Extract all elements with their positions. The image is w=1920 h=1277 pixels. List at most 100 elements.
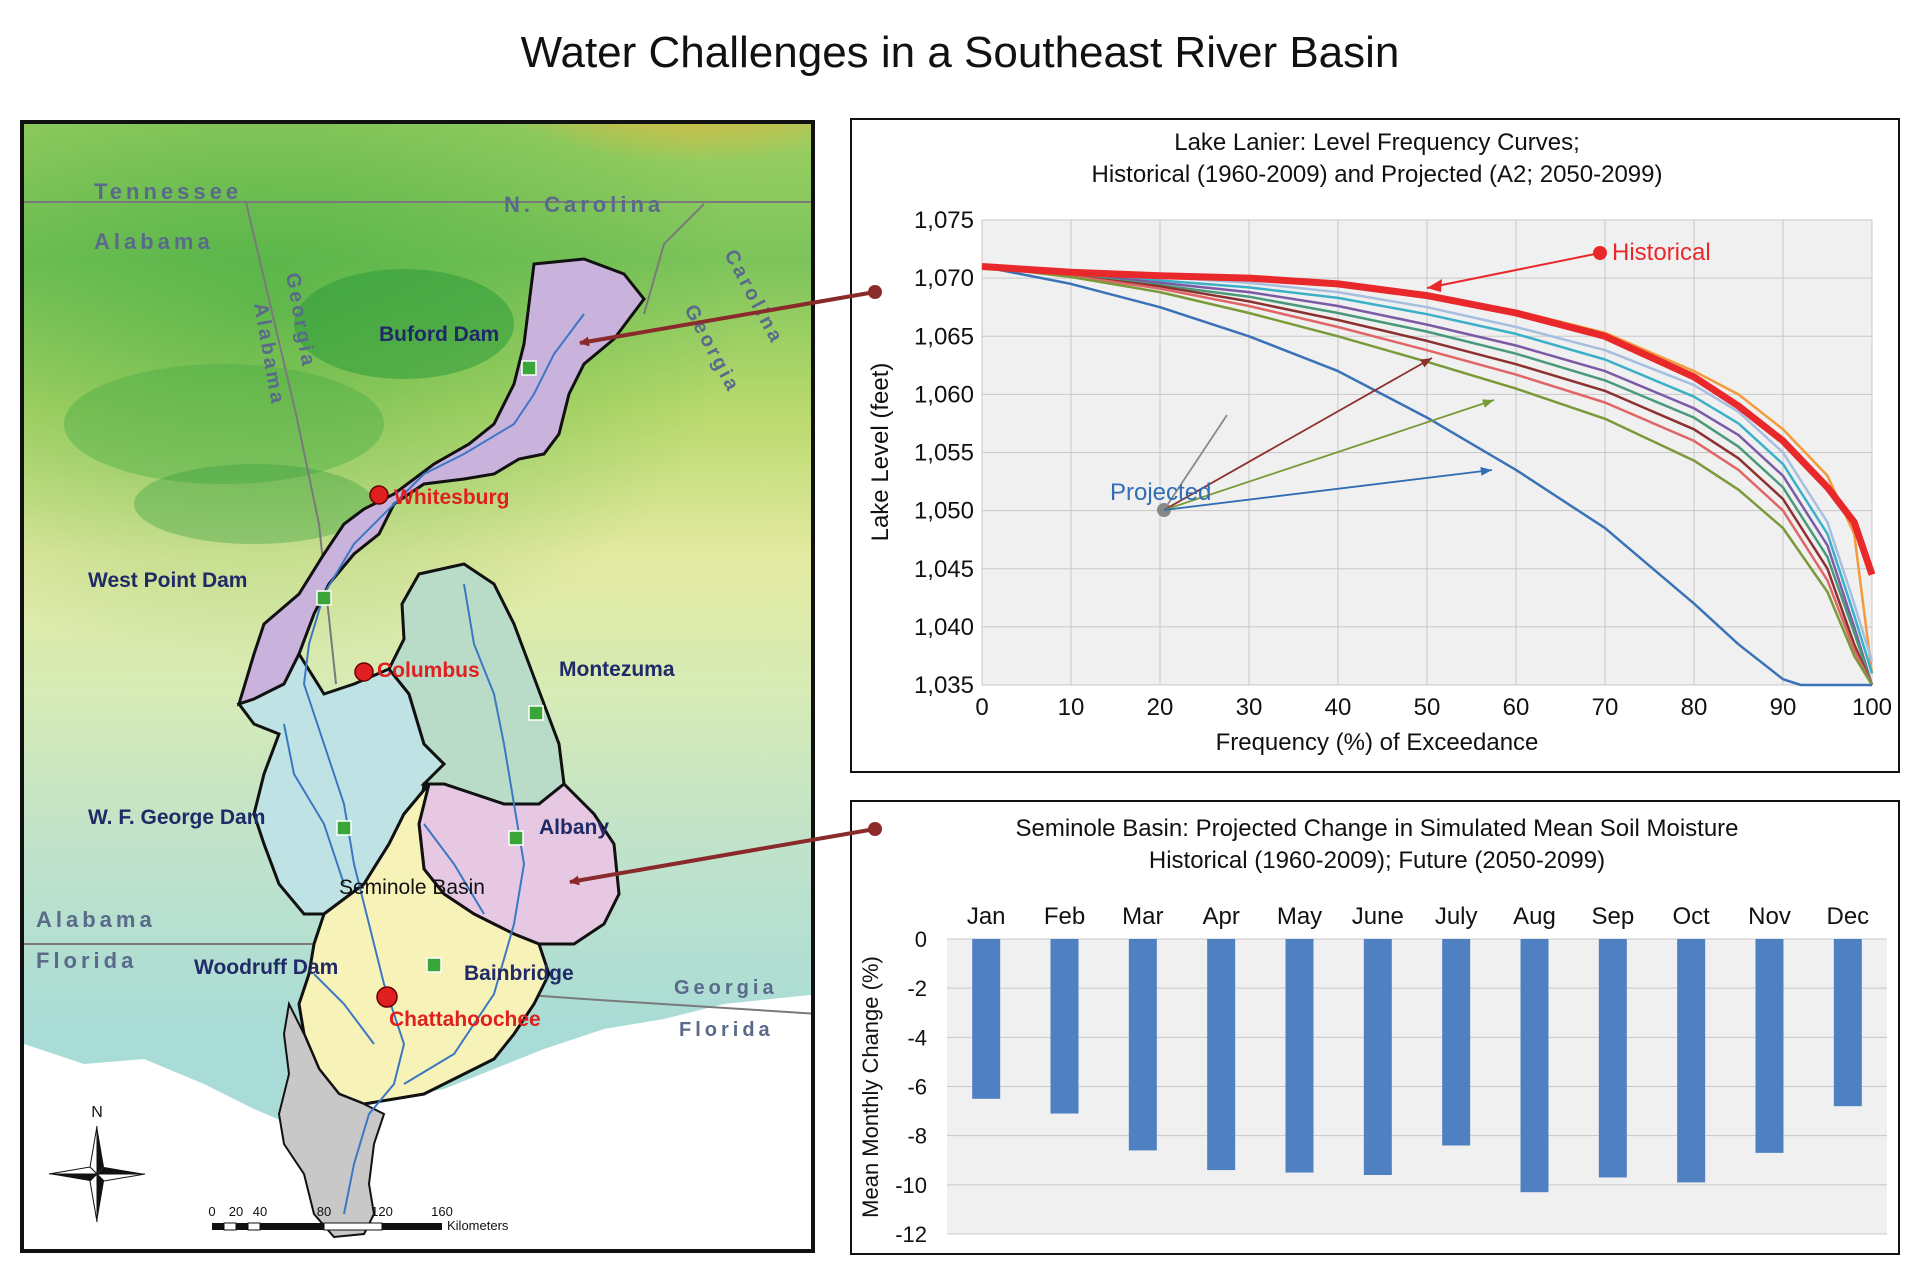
lanier-y-tick-label: 1,040 — [914, 614, 974, 641]
seminole-y-tick-label: -8 — [907, 1124, 927, 1149]
series-line-projected — [981, 265, 1874, 674]
seminole-category-label: June — [1352, 903, 1404, 930]
bar-july — [1442, 939, 1471, 1146]
seminole-panel: Seminole Basin: Projected Change in Simu… — [850, 800, 1900, 1255]
label-wf-george-dam: W. F. George Dam — [88, 806, 265, 829]
seminole-y-tick-label: -4 — [907, 1025, 927, 1050]
map-svg: Tennessee Alabama N. Carolina Carolina G… — [24, 124, 811, 1249]
seminole-category-label: Oct — [1672, 903, 1710, 930]
seminole-category-label: Mar — [1122, 903, 1163, 930]
lanier-x-tick-label: 0 — [975, 694, 988, 721]
bar-feb — [1050, 939, 1079, 1114]
label-whitesburg: Whitesburg — [394, 486, 510, 509]
lanier-y-tick-label: 1,055 — [914, 440, 974, 467]
lanier-x-tick-label: 70 — [1592, 694, 1619, 721]
main-title: Water Challenges in a Southeast River Ba… — [520, 28, 1400, 77]
annotation-arrow-projected — [1163, 399, 1495, 511]
annotation-arrow-projected — [1163, 414, 1228, 511]
lanier-y-tick-label: 1,045 — [914, 556, 974, 583]
lanier-x-tick-label: 80 — [1681, 694, 1708, 721]
lanier-y-tick-label: 1,065 — [914, 323, 974, 350]
scale-tick-label: 120 — [371, 1204, 393, 1219]
lanier-x-tick-label: 10 — [1058, 694, 1085, 721]
series-line-projected — [981, 265, 1872, 687]
seminole-category-label: Jan — [967, 903, 1006, 930]
bar-jan — [972, 939, 1001, 1099]
label-bainbridge: Bainbridge — [464, 962, 574, 985]
scale-tick-label: 160 — [431, 1204, 453, 1219]
series-line-projected — [981, 265, 1874, 686]
seminole-category-label: May — [1277, 903, 1322, 930]
label-west-point-dam: West Point Dam — [88, 569, 247, 592]
seminole-chart-subtitle: Historical (1960-2009); Future (2050-209… — [1149, 847, 1605, 874]
state-label-georgia-se: Georgia — [674, 977, 778, 999]
lanier-chart-title: Lake Lanier: Level Frequency Curves; — [1174, 129, 1580, 156]
seminole-category-label: Dec — [1826, 903, 1869, 930]
lanier-x-tick-label: 30 — [1236, 694, 1263, 721]
state-label-tennessee: Tennessee — [94, 179, 242, 204]
seminole-y-tick-label: -10 — [895, 1173, 927, 1198]
annotation-historical: Historical — [1612, 239, 1711, 266]
scale-tick-label: 40 — [253, 1204, 267, 1219]
lanier-x-tick-label: 60 — [1503, 694, 1530, 721]
lanier-y-tick-label: 1,070 — [914, 265, 974, 292]
bar-nov — [1755, 939, 1784, 1153]
scale-tick-label: 0 — [208, 1204, 215, 1219]
series-line-historical — [981, 263, 1876, 576]
gauge-marker-bainbridge — [426, 957, 442, 973]
label-buford-dam: Buford Dam — [379, 323, 499, 346]
bar-mar — [1128, 939, 1157, 1151]
scale-unit-label: Kilometers — [447, 1218, 509, 1233]
seminole-category-label: July — [1435, 903, 1478, 930]
lanier-x-tick-label: 100 — [1852, 694, 1892, 721]
seminole-category-label: Feb — [1044, 903, 1085, 930]
seminole-category-label: Nov — [1748, 903, 1791, 930]
gauge-marker-albany — [508, 830, 524, 846]
basin-map: Tennessee Alabama N. Carolina Carolina G… — [20, 120, 815, 1253]
annotation-arrow-projected — [1163, 357, 1433, 511]
lanier-chart-subtitle: Historical (1960-2009) and Projected (A2… — [1092, 161, 1663, 188]
state-label-alabama-top: Alabama — [94, 229, 214, 254]
seminole-y-tick-label: -6 — [907, 1075, 927, 1100]
annotation-projected: Projected — [1110, 479, 1211, 506]
lanier-y-axis-label: Lake Level (feet) — [867, 363, 894, 542]
seminole-y-tick-label: -12 — [895, 1222, 927, 1247]
lanier-y-tick-label: 1,060 — [914, 381, 974, 408]
annotation-arrow-historical — [1426, 252, 1601, 289]
bar-aug — [1520, 939, 1549, 1193]
seminole-chart-title: Seminole Basin: Projected Change in Simu… — [1015, 815, 1738, 842]
lanier-x-tick-label: 40 — [1325, 694, 1352, 721]
lanier-y-tick-label: 1,035 — [914, 672, 974, 699]
lanier-x-tick-label: 90 — [1770, 694, 1797, 721]
city-markers — [354, 485, 398, 1008]
lake-lanier-panel: Lake Lanier: Level Frequency Curves; His… — [850, 118, 1900, 773]
label-chattahoochee: Chattahoochee — [389, 1008, 541, 1031]
gauge-marker-west-point — [316, 590, 332, 606]
bar-sep — [1598, 939, 1627, 1178]
city-marker-columbus — [354, 662, 374, 682]
gauge-marker-montezuma — [528, 705, 544, 721]
seminole-chart: Seminole Basin: Projected Change in Simu… — [858, 815, 1887, 1247]
scale-tick-label: 80 — [317, 1204, 331, 1219]
bar-may — [1285, 939, 1314, 1173]
label-albany: Albany — [539, 816, 609, 839]
bar-dec — [1833, 939, 1862, 1107]
city-marker-chattahoochee — [376, 986, 398, 1008]
series-line-projected — [981, 265, 1874, 686]
gauge-marker-buford — [521, 360, 537, 376]
annotation-arrow-projected — [1163, 469, 1493, 511]
label-columbus: Columbus — [377, 659, 480, 682]
state-label-n-carolina: N. Carolina — [504, 192, 664, 217]
state-label-florida-se: Florida — [679, 1019, 774, 1041]
series-line-projected — [981, 265, 1874, 686]
seminole-category-label: Aug — [1513, 903, 1556, 930]
bar-june — [1363, 939, 1392, 1175]
city-marker-whitesburg — [369, 485, 389, 505]
gauge-markers — [316, 360, 544, 973]
lake-lanier-chart: Lake Lanier: Level Frequency Curves; His… — [867, 129, 1892, 756]
seminole-y-tick-label: 0 — [915, 927, 927, 952]
scale-tick-label: 20 — [229, 1204, 243, 1219]
series-line-projected — [981, 265, 1874, 686]
gauge-marker-wf-george — [336, 820, 352, 836]
label-woodruff-dam: Woodruff Dam — [194, 956, 338, 979]
